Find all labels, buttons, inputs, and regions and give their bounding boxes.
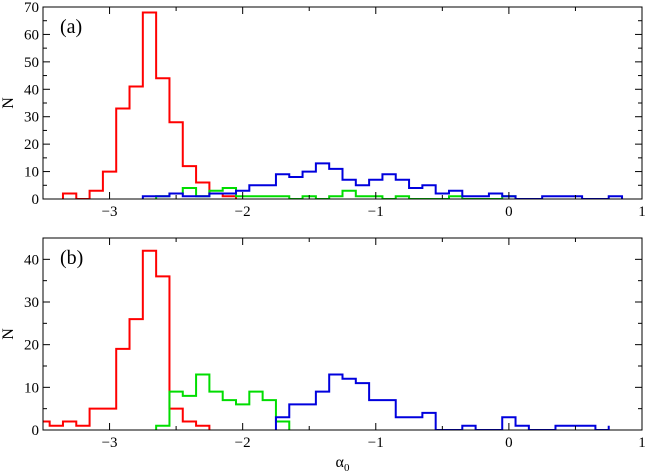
pa-ytick-label: 60 (24, 27, 39, 43)
pb-ytick-label: 10 (24, 380, 39, 396)
pa-ytick-label: 40 (24, 82, 39, 98)
pa-ylabel: N (0, 97, 17, 109)
pa-ytick-label: 0 (32, 192, 40, 208)
pb-ylabel: N (0, 328, 17, 340)
pa-ytick-label: 50 (24, 55, 39, 71)
pb-xtick-label: 0 (505, 435, 513, 451)
pb-xtick-label: −1 (368, 435, 384, 451)
pb-ytick-label: 40 (24, 252, 39, 268)
pa-plot-area (61, 11, 624, 199)
pb-series-2-histogram (274, 373, 610, 430)
pa-ytick-label: 20 (24, 137, 39, 153)
pa-xtick-label: −1 (368, 204, 384, 220)
pb-ytick-label: 20 (24, 338, 39, 354)
pb-xtick-label: 1 (638, 435, 646, 451)
pb-plot-area (43, 249, 610, 430)
pa-xtick-label: 0 (505, 204, 513, 220)
pa-ytick-label: 10 (24, 165, 39, 181)
pb-ytick-label: 30 (24, 295, 39, 311)
pa-ytick-label: 70 (24, 0, 39, 16)
pb-panel-label: (b) (60, 247, 83, 269)
pa-xtick-label: −3 (102, 204, 118, 220)
pa-xtick-label: 1 (638, 204, 646, 220)
pa-series-0-histogram (61, 11, 238, 199)
pa-ytick-label: 30 (24, 110, 39, 126)
pa-series-2-histogram (141, 162, 624, 199)
pb-xtick-label: −3 (102, 435, 118, 451)
pa-xtick-label: −2 (235, 204, 251, 220)
pb-xlabel: α0 (336, 454, 350, 471)
pa-panel-label: (a) (60, 16, 82, 38)
pb-xtick-label: −2 (235, 435, 251, 451)
pb-axes-frame (42, 237, 643, 431)
pb-series-1-histogram (155, 373, 291, 430)
pb-series-0-histogram (43, 249, 211, 430)
pb-ytick-label: 0 (32, 423, 40, 439)
